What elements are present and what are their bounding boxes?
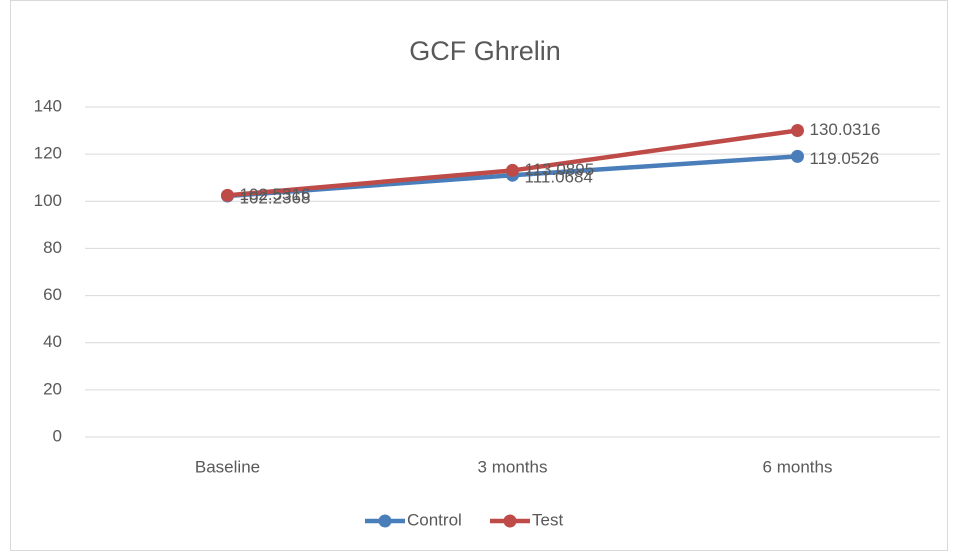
chart-frame bbox=[10, 0, 948, 551]
legend-label: Test bbox=[532, 510, 563, 529]
chart-title: GCF Ghrelin bbox=[409, 36, 561, 66]
point bbox=[791, 149, 804, 163]
legend-marker bbox=[503, 514, 517, 528]
point bbox=[791, 123, 804, 137]
data-label: 113.0895 bbox=[525, 160, 595, 179]
y-tick-label: 140 bbox=[34, 96, 62, 115]
y-tick-label: 20 bbox=[43, 379, 62, 398]
y-tick-label: 80 bbox=[43, 238, 62, 257]
x-tick-label: 3 months bbox=[478, 457, 548, 476]
data-label: 111.0684 bbox=[525, 168, 593, 187]
point bbox=[506, 163, 519, 177]
y-tick-label: 0 bbox=[53, 426, 62, 445]
data-label: 102.2368 bbox=[240, 188, 311, 207]
point bbox=[221, 188, 234, 202]
y-tick-label: 60 bbox=[43, 285, 62, 304]
y-tick-label: 100 bbox=[34, 191, 62, 210]
legend-label: Control bbox=[407, 510, 462, 529]
x-tick-label: Baseline bbox=[195, 457, 260, 476]
data-label: 119.0526 bbox=[810, 149, 880, 168]
y-tick-label: 40 bbox=[43, 332, 62, 351]
data-label: 130.0316 bbox=[810, 120, 881, 139]
data-label: 102.5316 bbox=[240, 185, 311, 204]
legend-marker bbox=[378, 514, 392, 528]
y-tick-label: 120 bbox=[34, 144, 62, 163]
x-tick-label: 6 months bbox=[763, 457, 833, 476]
